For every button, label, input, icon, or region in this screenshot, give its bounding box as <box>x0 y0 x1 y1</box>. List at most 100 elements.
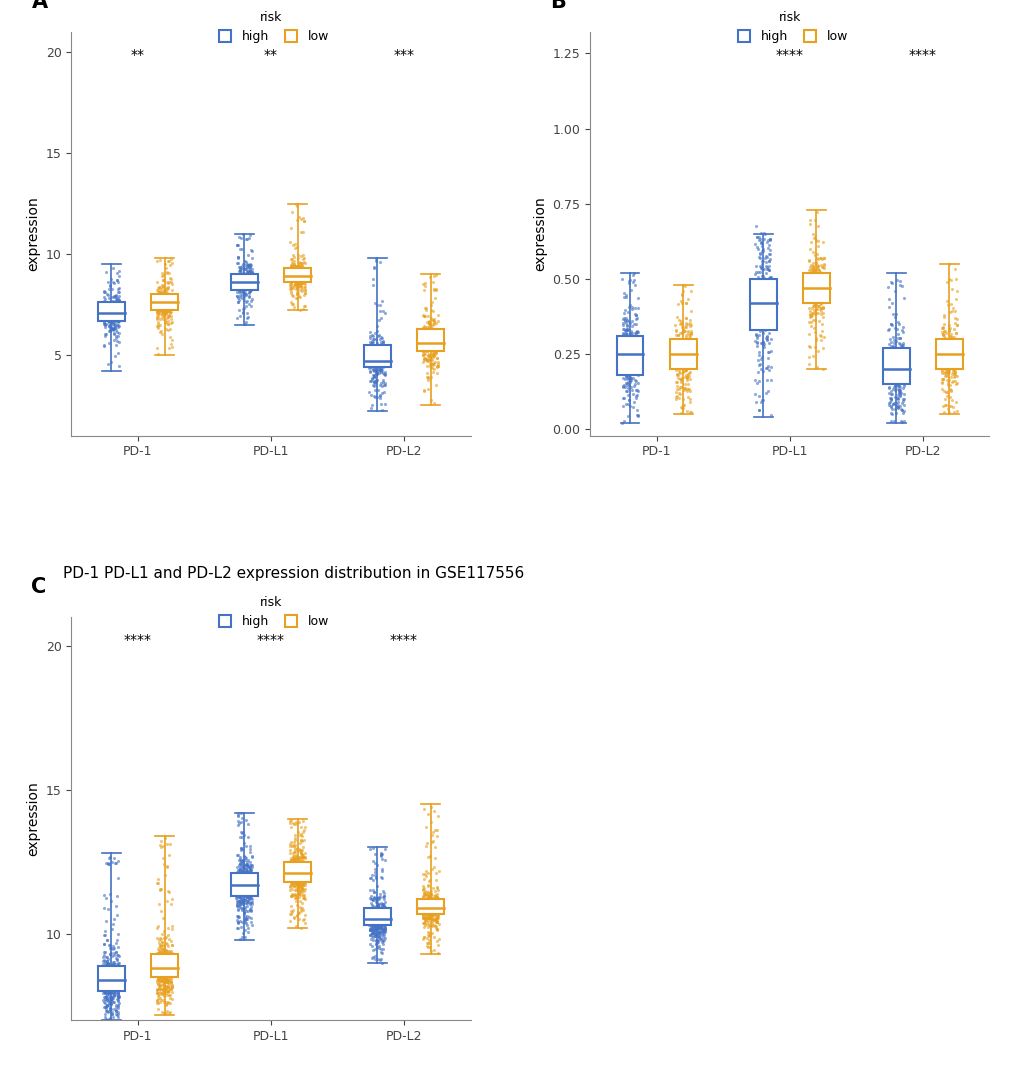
Point <box>98 956 114 973</box>
Point <box>623 325 639 343</box>
Point <box>418 905 434 923</box>
Point <box>416 914 432 931</box>
Point <box>621 332 637 349</box>
Point <box>370 919 386 937</box>
Point <box>233 278 250 295</box>
Point <box>294 271 311 288</box>
Point <box>947 303 963 320</box>
Point <box>230 879 247 896</box>
Point <box>948 402 964 419</box>
Point <box>419 352 435 369</box>
Point <box>240 273 257 290</box>
Point <box>237 880 254 897</box>
Point <box>294 861 311 879</box>
Point <box>98 308 114 325</box>
Point <box>619 371 635 388</box>
Point <box>415 900 431 917</box>
Point <box>758 304 774 321</box>
Point <box>623 369 639 387</box>
Point <box>292 876 309 894</box>
Point <box>372 926 388 943</box>
Point <box>946 334 962 351</box>
Point <box>427 314 443 331</box>
Point <box>96 993 112 1011</box>
Point <box>102 966 118 983</box>
Point <box>935 335 952 352</box>
Point <box>95 991 111 1008</box>
Point <box>428 888 444 905</box>
Point <box>286 859 303 876</box>
Point <box>96 301 112 318</box>
Point <box>158 958 174 975</box>
Point <box>427 911 443 928</box>
Point <box>288 857 305 874</box>
Point <box>371 387 387 404</box>
Point <box>371 908 387 925</box>
Point <box>106 959 122 976</box>
Point <box>236 885 253 902</box>
Point <box>801 240 817 257</box>
Point <box>155 277 171 294</box>
Point <box>750 307 766 324</box>
Point <box>290 208 307 226</box>
Point <box>287 889 304 906</box>
Point <box>239 272 256 289</box>
Point <box>285 860 302 877</box>
Point <box>232 875 249 892</box>
Point <box>754 334 770 351</box>
Point <box>297 866 313 883</box>
Point <box>677 329 693 346</box>
Point <box>800 286 816 303</box>
Point <box>239 257 256 274</box>
Point <box>229 909 246 926</box>
Point <box>282 811 299 828</box>
Point <box>803 279 819 296</box>
Point <box>243 272 259 289</box>
Point <box>362 359 378 376</box>
Point <box>235 288 252 305</box>
Point <box>229 908 246 925</box>
Point <box>293 255 310 272</box>
Point <box>619 325 635 343</box>
Point <box>880 394 897 411</box>
Point <box>239 894 256 911</box>
Point <box>623 357 639 374</box>
Point <box>293 265 310 282</box>
Point <box>802 314 818 331</box>
Point <box>296 888 312 905</box>
Point <box>430 902 446 919</box>
Point <box>427 891 443 909</box>
Point <box>235 903 252 920</box>
Point <box>368 899 384 916</box>
Point <box>101 306 117 323</box>
Point <box>105 945 121 962</box>
Point <box>429 359 445 376</box>
Point <box>416 382 432 400</box>
Point <box>283 888 300 905</box>
Point <box>237 265 254 282</box>
Point <box>235 874 252 891</box>
Point <box>108 309 124 326</box>
Point <box>363 371 379 388</box>
Point <box>151 972 167 989</box>
Point <box>948 317 964 334</box>
Point <box>758 249 774 266</box>
Point <box>291 858 308 875</box>
Point <box>944 361 960 378</box>
Point <box>426 322 442 339</box>
Point <box>99 992 115 1010</box>
Point <box>98 963 114 981</box>
Point <box>424 908 440 925</box>
Point <box>682 324 698 342</box>
Point <box>758 281 774 299</box>
Point <box>155 272 171 289</box>
Point <box>417 909 433 926</box>
Point <box>111 972 127 989</box>
Point <box>293 265 310 282</box>
Point <box>429 914 445 931</box>
Point <box>629 353 645 371</box>
Point <box>426 858 442 875</box>
Point <box>365 361 381 378</box>
Point <box>667 374 684 391</box>
Point <box>103 957 119 974</box>
